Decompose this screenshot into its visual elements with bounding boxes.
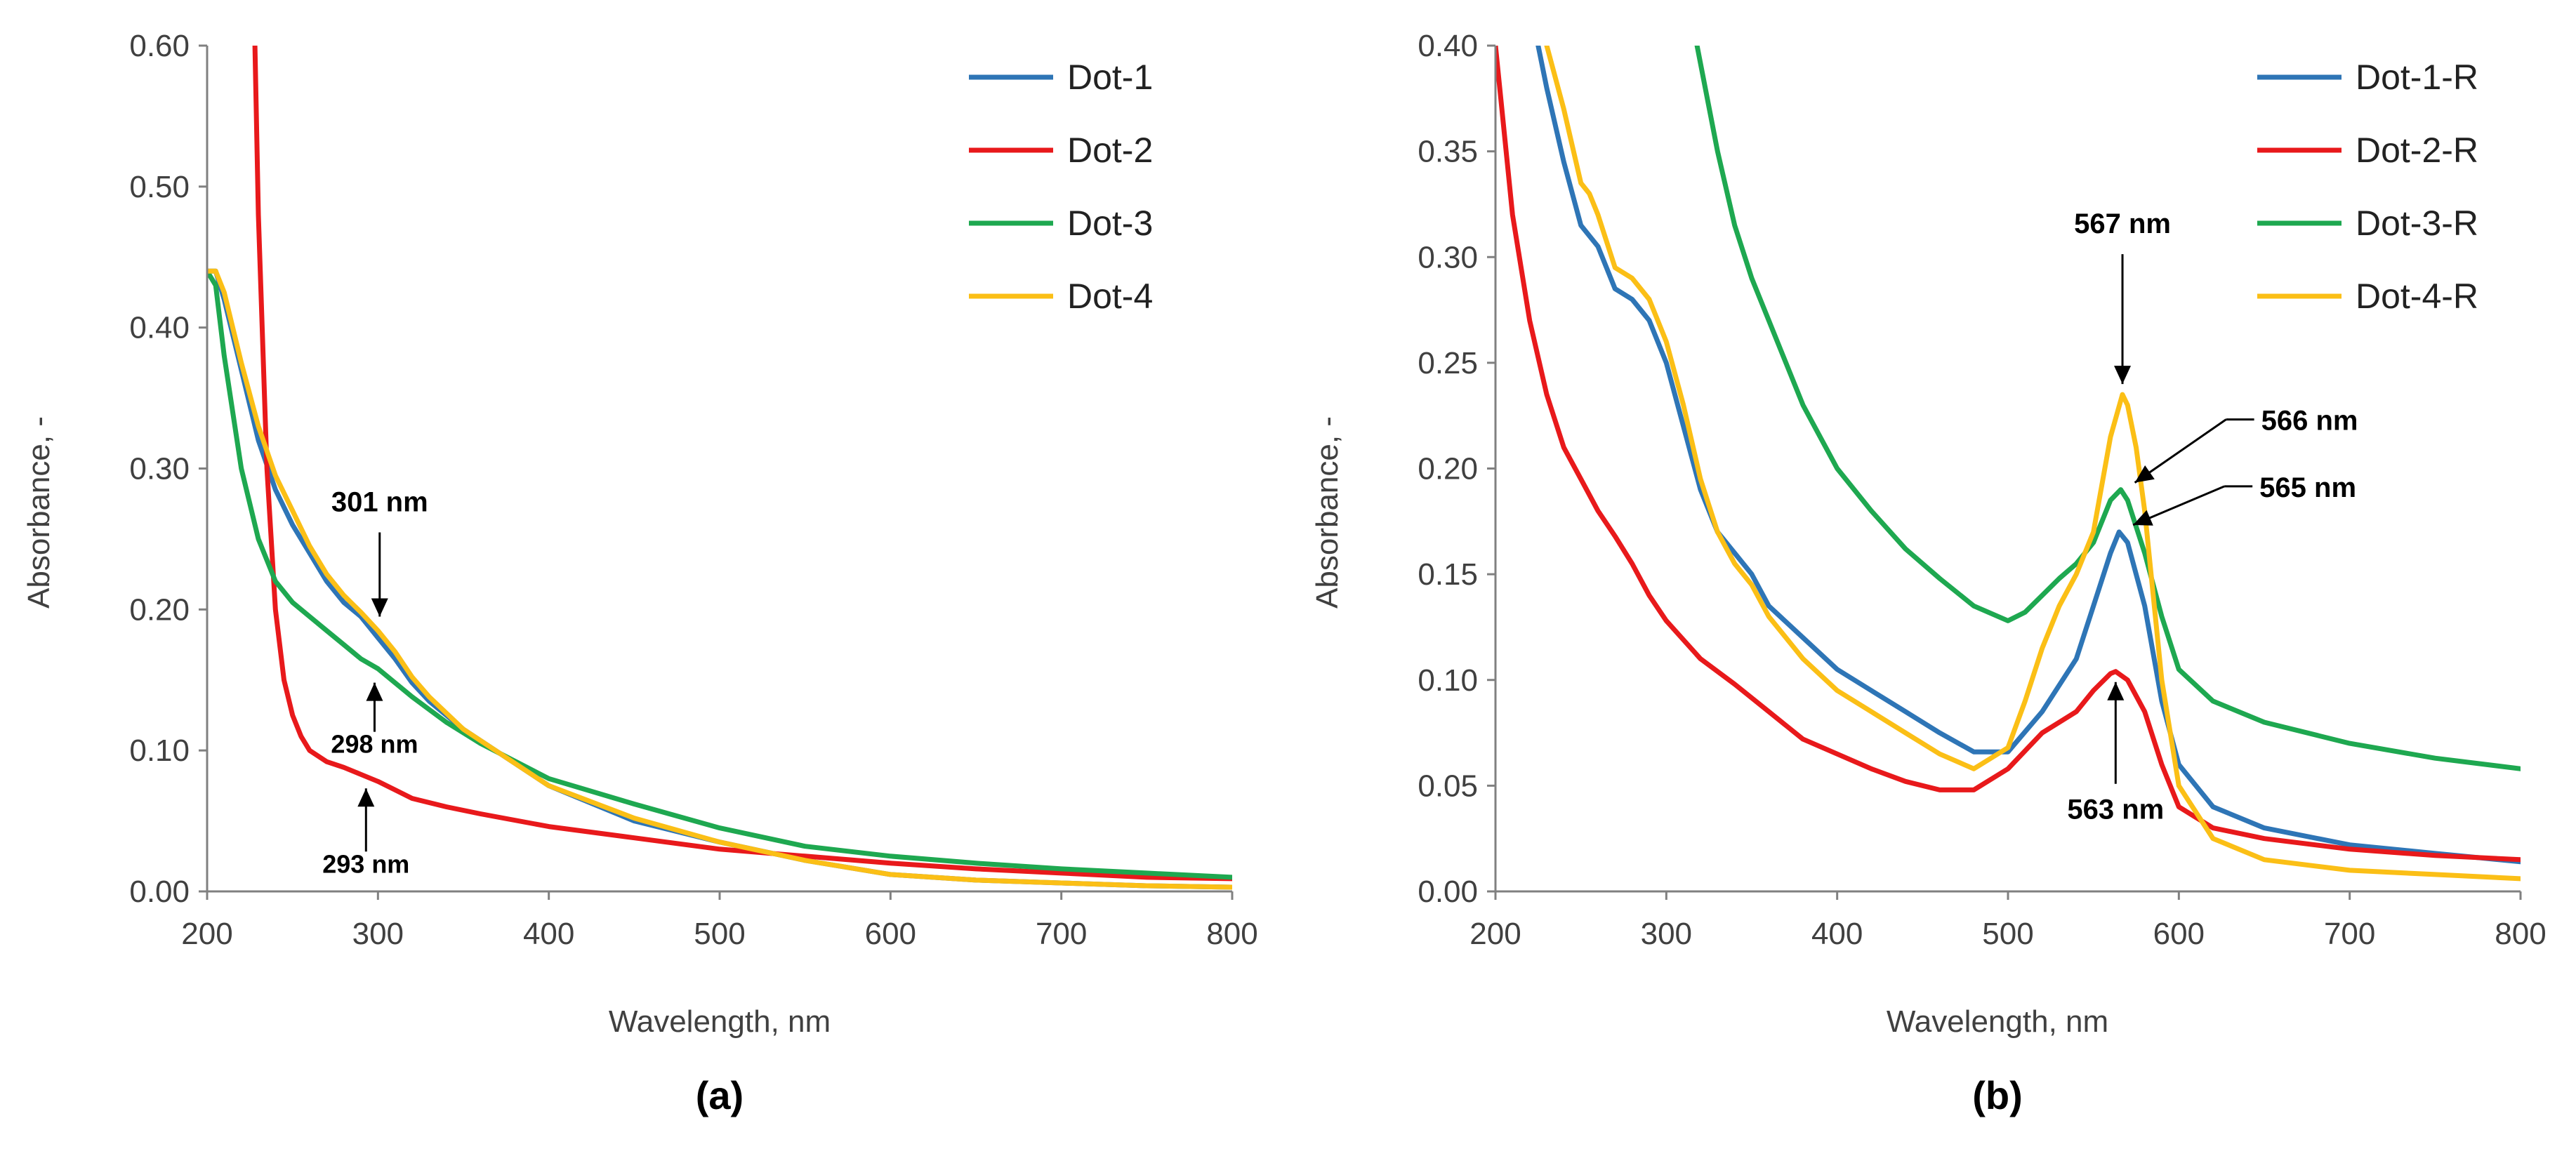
annotation-arrowhead	[357, 788, 375, 807]
legend-label: Dot-3	[1067, 204, 1153, 243]
series-line-dot-1	[207, 268, 1232, 890]
annotation: 298 nm	[331, 682, 418, 759]
legend-a: Dot-1 Dot-2 Dot-3 Dot-4	[969, 58, 1153, 316]
series-line-dot-4	[207, 268, 1232, 890]
annotation-arrowhead	[371, 598, 388, 617]
annotation-arrowhead	[2133, 510, 2153, 526]
x-tick-label: 700	[1036, 917, 1087, 951]
annotation: 565 nm	[2132, 472, 2356, 526]
legend-label: Dot-1	[1067, 58, 1153, 97]
annotation-arrow-shaft	[2134, 418, 2227, 484]
annotation-label: 567 nm	[2074, 208, 2171, 239]
annotation: 567 nm	[2074, 208, 2171, 385]
y-tick-label: 0.10	[129, 733, 190, 768]
x-tick-label: 500	[694, 917, 745, 951]
annotation-label: 293 nm	[322, 849, 409, 878]
series-layer-b	[1495, 46, 2521, 882]
y-tick-label: 0.15	[1418, 557, 1478, 592]
annotation-label: 566 nm	[2261, 406, 2358, 437]
x-tick-label: 500	[1982, 917, 2033, 951]
x-tick-label: 600	[865, 917, 916, 951]
annotation-arrowhead	[2134, 465, 2155, 483]
x-tick-label: 700	[2324, 917, 2375, 951]
x-tick-label: 200	[181, 917, 232, 951]
annotation-label: 301 nm	[331, 486, 428, 517]
annotation-arrowhead	[2107, 682, 2125, 700]
y-tick-label: 0.30	[129, 452, 190, 486]
annotations-b: 567 nm 566 nm 565 nm 563 nm	[2067, 208, 2358, 825]
annotation: 301 nm	[331, 486, 428, 617]
x-tick-label: 600	[2153, 917, 2205, 951]
axes-a: 200 300 400 500 600 700 800 0.00 0.10 0.20 0.30 0.4…	[129, 29, 1257, 951]
legend-label: Dot-2	[1067, 131, 1153, 170]
y-tick-label: 0.00	[1418, 875, 1478, 909]
annotations-a: 301 nm 298 nm 293 nm	[322, 486, 428, 878]
y-tick-label: 0.25	[1418, 346, 1478, 380]
annotation-label: 298 nm	[331, 730, 418, 759]
legend-label: Dot-4	[1067, 277, 1153, 316]
series-line-dot-2	[252, 46, 1232, 882]
legend-label: Dot-4-R	[2356, 277, 2478, 316]
annotation-arrowhead	[366, 682, 383, 701]
chart-panel-b: 200 300 400 500 600 700 800 0.00 0.05 0.10 0.15 0.2…	[1310, 29, 2547, 1117]
panel-label-b: (b)	[1972, 1073, 2023, 1117]
x-tick-label: 400	[1811, 917, 1863, 951]
series-line-dot-4-r	[1544, 46, 2521, 882]
annotation: 566 nm	[2134, 406, 2358, 484]
x-tick-label: 200	[1469, 917, 1521, 951]
series-line-dot-3	[207, 268, 1232, 880]
y-tick-label: 0.30	[1418, 240, 1478, 274]
annotation: 293 nm	[322, 788, 409, 878]
y-tick-label: 0.35	[1418, 135, 1478, 169]
panel-label-a: (a)	[696, 1073, 744, 1117]
chart-panel-a: 200 300 400 500 600 700 800 0.00 0.10 0.20 0.30 0.4…	[22, 29, 1258, 1117]
x-axis-title-a: Wavelength, nm	[609, 1004, 831, 1039]
annotation-arrowhead	[2114, 366, 2132, 385]
legend-label: Dot-3-R	[2356, 204, 2478, 243]
y-tick-label: 0.00	[129, 875, 190, 909]
y-tick-label: 0.40	[129, 311, 190, 345]
annotation: 563 nm	[2067, 682, 2164, 825]
x-tick-label: 800	[2495, 917, 2546, 951]
x-tick-label: 300	[352, 917, 404, 951]
y-tick-label: 0.60	[129, 29, 190, 63]
y-tick-label: 0.40	[1418, 29, 1478, 63]
legend-label: Dot-1-R	[2356, 58, 2478, 97]
y-tick-label: 0.20	[129, 592, 190, 627]
legend-label: Dot-2-R	[2356, 131, 2478, 170]
x-tick-label: 800	[1206, 917, 1257, 951]
x-axis-title-b: Wavelength, nm	[1887, 1004, 2108, 1039]
x-tick-label: 300	[1641, 917, 1692, 951]
series-line-dot-3-r	[1694, 46, 2521, 771]
x-tick-label: 400	[523, 917, 574, 951]
y-tick-label: 0.05	[1418, 769, 1478, 803]
series-line-dot-2-r	[1495, 46, 2521, 863]
y-tick-label: 0.10	[1418, 663, 1478, 698]
y-axis-title-b: Absorbance, -	[1310, 416, 1345, 609]
series-layer-a	[207, 46, 1232, 890]
y-tick-label: 0.50	[129, 170, 190, 204]
axes-b: 200 300 400 500 600 700 800 0.00 0.05 0.10 0.15 0.2…	[1418, 29, 2546, 951]
annotation-label: 565 nm	[2259, 472, 2356, 503]
legend-b: Dot-1-R Dot-2-R Dot-3-R Dot-4-R	[2257, 58, 2478, 316]
y-tick-label: 0.20	[1418, 452, 1478, 486]
annotation-label: 563 nm	[2067, 795, 2164, 825]
y-axis-title-a: Absorbance, -	[22, 416, 56, 609]
